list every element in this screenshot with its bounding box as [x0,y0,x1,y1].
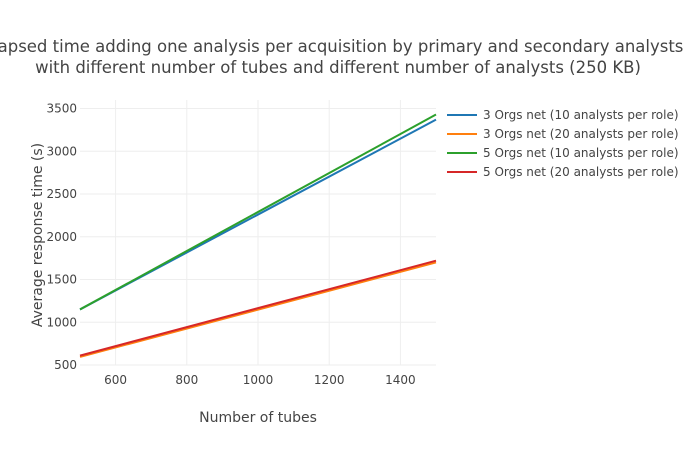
x-tick-label: 600 [104,373,127,387]
series-line-2 [79,261,437,358]
chart-title-line-1: Elapsed time adding one analysis per acq… [0,37,683,56]
y-tick-label: 1500 [46,273,77,287]
legend-label: 3 Orgs net (10 analysts per role) [483,108,679,122]
series-line-4 [79,259,437,357]
x-tick-label: 1400 [385,373,416,387]
chart-title-line-2: with different number of tubes and diffe… [35,58,641,77]
x-tick-label: 800 [175,373,198,387]
legend-item-4[interactable]: 5 Orgs net (20 analysts per role) [447,165,679,179]
x-axis-label: Number of tubes [199,410,317,426]
legend-label: 3 Orgs net (20 analysts per role) [483,127,679,141]
y-axis-label: Average response time (s) [30,143,46,327]
y-tick-label: 2500 [46,187,77,201]
x-tick-label: 1200 [314,373,345,387]
y-tick-label: 3000 [46,144,77,158]
y-tick-label: 2000 [46,230,77,244]
legend-item-2[interactable]: 3 Orgs net (20 analysts per role) [447,127,679,141]
y-tick-label: 500 [54,358,77,372]
x-tick-label: 1000 [243,373,274,387]
series-lines [79,113,437,358]
legend[interactable]: 3 Orgs net (10 analysts per role) 3 Orgs … [447,108,679,179]
grid [80,100,436,366]
y-tick-label: 1000 [46,315,77,329]
axis-ticks: 600 800 1000 1200 1400 500 1000 1500 2000 2500 300… [46,102,415,387]
y-tick-label: 3500 [46,102,77,116]
series-line-3 [79,113,437,311]
legend-item-1[interactable]: 3 Orgs net (10 analysts per role) [447,108,679,122]
legend-label: 5 Orgs net (20 analysts per role) [483,165,679,179]
legend-label: 5 Orgs net (10 analysts per role) [483,146,679,160]
legend-item-3[interactable]: 5 Orgs net (10 analysts per role) [447,146,679,160]
